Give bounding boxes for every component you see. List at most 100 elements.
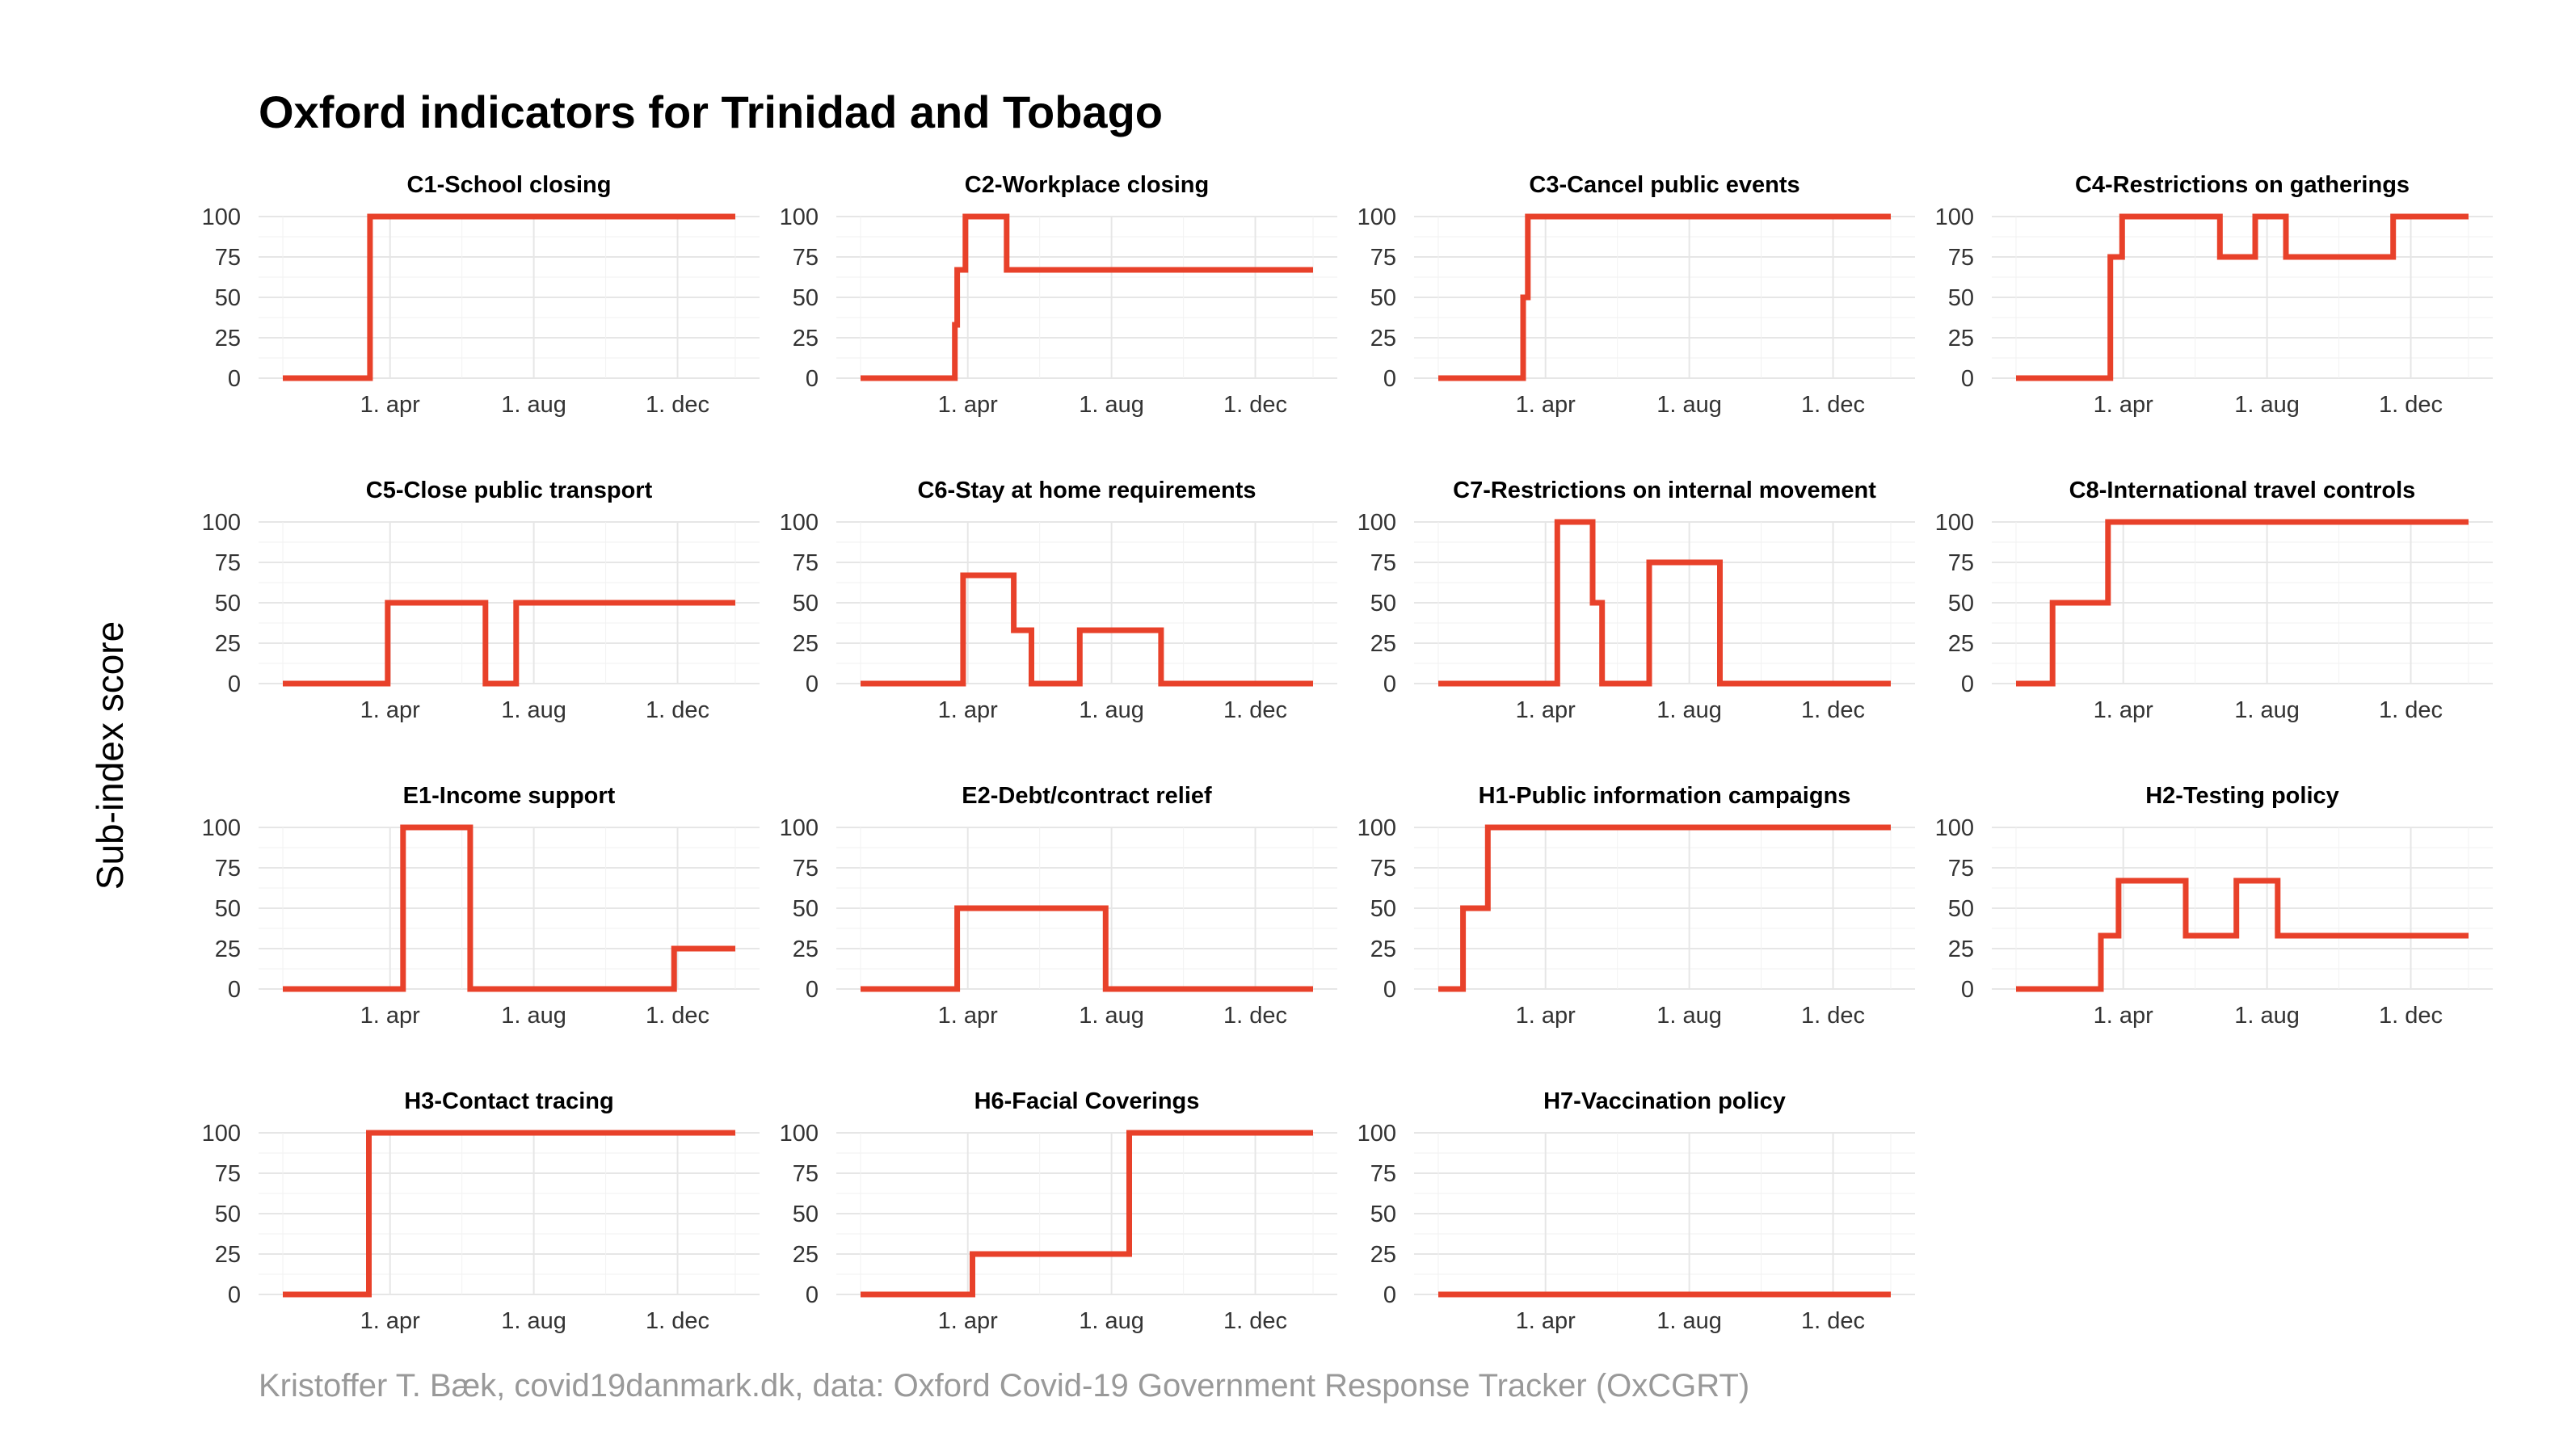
panel: E2-Debt/contract relief 0 25 50 75 100 1. apr 1…: [780, 783, 1337, 1029]
y-tick-label: 100: [1357, 815, 1396, 841]
x-tick-label: 1. aug: [1079, 1003, 1144, 1029]
x-tick-label: 1. aug: [1656, 697, 1722, 723]
y-tick-label: 75: [215, 856, 241, 882]
y-tick-label: 75: [793, 245, 819, 271]
series-line: [1438, 519, 1891, 687]
x-tick-label: 1. apr: [2094, 697, 2153, 723]
x-tick-label: 1. aug: [1656, 1003, 1722, 1029]
panel: H7-Vaccination policy 0 25 50 75 100 1. apr 1. …: [1357, 1088, 1915, 1334]
y-tick-label: 25: [215, 631, 241, 657]
x-tick-label: 1. dec: [1801, 392, 1865, 418]
panel-title: H1-Public information campaigns: [1479, 783, 1851, 809]
x-tick-label: 1. aug: [501, 392, 566, 418]
x-tick-label: 1. dec: [1223, 392, 1287, 418]
y-tick-label: 75: [1370, 550, 1396, 576]
panel: H1-Public information campaigns 0 25 50 75 10…: [1357, 783, 1915, 1029]
y-tick-label: 25: [1948, 326, 1974, 351]
panel-title: E2-Debt/contract relief: [962, 783, 1212, 809]
y-tick-label: 50: [1948, 285, 1974, 311]
x-tick-label: 1. dec: [646, 697, 709, 723]
y-tick-label: 75: [793, 550, 819, 576]
series-line: [1438, 213, 1891, 381]
panel-title: C3-Cancel public events: [1529, 172, 1799, 198]
x-tick-label: 1. aug: [2234, 697, 2300, 723]
y-tick-label: 50: [793, 1202, 819, 1227]
x-tick-label: 1. apr: [1516, 1308, 1576, 1334]
y-tick-label: 100: [1935, 204, 1974, 230]
x-tick-label: 1. aug: [501, 1308, 566, 1334]
x-tick-label: 1. apr: [360, 392, 420, 418]
x-tick-label: 1. dec: [1223, 1308, 1287, 1334]
panel-title: H2-Testing policy: [2145, 783, 2339, 809]
x-tick-label: 1. dec: [646, 1003, 709, 1029]
y-tick-label: 100: [780, 815, 819, 841]
panel: H6-Facial Coverings 0 25 50 75 100 1. apr 1. au…: [780, 1088, 1337, 1334]
y-tick-label: 25: [1948, 631, 1974, 657]
y-tick-label: 50: [1370, 285, 1396, 311]
y-axis-title: Sub-index score: [89, 621, 131, 890]
x-tick-label: 1. apr: [2094, 392, 2153, 418]
y-tick-label: 75: [215, 1161, 241, 1187]
x-tick-label: 1. dec: [1801, 1308, 1865, 1334]
panel: C5-Close public transport 0 25 50 75 100 1. ap…: [202, 478, 760, 723]
y-tick-label: 0: [806, 366, 819, 392]
y-tick-label: 25: [793, 326, 819, 351]
x-tick-label: 1. apr: [360, 697, 420, 723]
x-tick-label: 1. dec: [1801, 1003, 1865, 1029]
y-tick-label: 75: [1948, 856, 1974, 882]
panel-title: C7-Restrictions on internal movement: [1453, 478, 1876, 503]
x-tick-label: 1. dec: [1223, 697, 1287, 723]
panel: C3-Cancel public events 0 25 50 75 100 1. apr 1…: [1357, 172, 1915, 418]
x-tick-label: 1. aug: [2234, 392, 2300, 418]
panel-title: C5-Close public transport: [366, 478, 653, 503]
panel-title: C8-International travel controls: [2069, 478, 2416, 503]
x-tick-label: 1. dec: [2379, 1003, 2443, 1029]
x-tick-label: 1. apr: [360, 1003, 420, 1029]
y-tick-label: 100: [202, 815, 241, 841]
y-tick-label: 0: [806, 671, 819, 697]
x-tick-label: 1. apr: [938, 1308, 998, 1334]
y-tick-label: 25: [793, 936, 819, 962]
source-caption: Kristoffer T. Bæk, covid19danmark.dk, da…: [259, 1368, 1749, 1404]
y-tick-label: 100: [202, 204, 241, 230]
y-tick-label: 0: [1383, 671, 1396, 697]
y-tick-label: 25: [215, 326, 241, 351]
y-tick-label: 0: [228, 366, 241, 392]
y-tick-label: 25: [793, 1242, 819, 1268]
y-tick-label: 50: [793, 591, 819, 617]
x-tick-label: 1. apr: [1516, 697, 1576, 723]
y-tick-label: 75: [215, 245, 241, 271]
y-tick-label: 25: [793, 631, 819, 657]
x-tick-label: 1. apr: [938, 392, 998, 418]
series-line: [2016, 213, 2469, 381]
x-tick-label: 1. apr: [1516, 1003, 1576, 1029]
y-tick-label: 50: [215, 285, 241, 311]
x-tick-label: 1. aug: [2234, 1003, 2300, 1029]
y-tick-label: 75: [215, 550, 241, 576]
y-tick-label: 75: [1370, 856, 1396, 882]
x-tick-label: 1. dec: [646, 392, 709, 418]
panel: C2-Workplace closing 0 25 50 75 100 1. apr 1. a…: [780, 172, 1337, 418]
x-tick-label: 1. apr: [360, 1308, 420, 1334]
y-tick-label: 100: [202, 1121, 241, 1147]
y-tick-label: 50: [1948, 591, 1974, 617]
panel-title: C1-School closing: [407, 172, 612, 198]
chart-title: Oxford indicators for Trinidad and Tobag…: [259, 86, 1163, 137]
panel-title: H3-Contact tracing: [404, 1088, 613, 1114]
x-tick-label: 1. aug: [1079, 392, 1144, 418]
panel-title: C4-Restrictions on gatherings: [2075, 172, 2410, 198]
x-tick-label: 1. aug: [1079, 1308, 1144, 1334]
facet-panels: C1-School closing 0 25 50 75 100 1. apr 1. aug 1…: [202, 172, 2493, 1334]
series-line: [861, 572, 1313, 687]
y-tick-label: 25: [1370, 631, 1396, 657]
y-tick-label: 100: [1357, 204, 1396, 230]
series-line: [283, 824, 735, 992]
y-tick-label: 100: [1357, 510, 1396, 536]
y-tick-label: 50: [793, 285, 819, 311]
series-line: [861, 905, 1313, 992]
x-tick-label: 1. aug: [501, 697, 566, 723]
panel: H3-Contact tracing 0 25 50 75 100 1. apr 1. aug…: [202, 1088, 760, 1334]
y-tick-label: 100: [1935, 815, 1974, 841]
y-tick-label: 25: [1370, 936, 1396, 962]
